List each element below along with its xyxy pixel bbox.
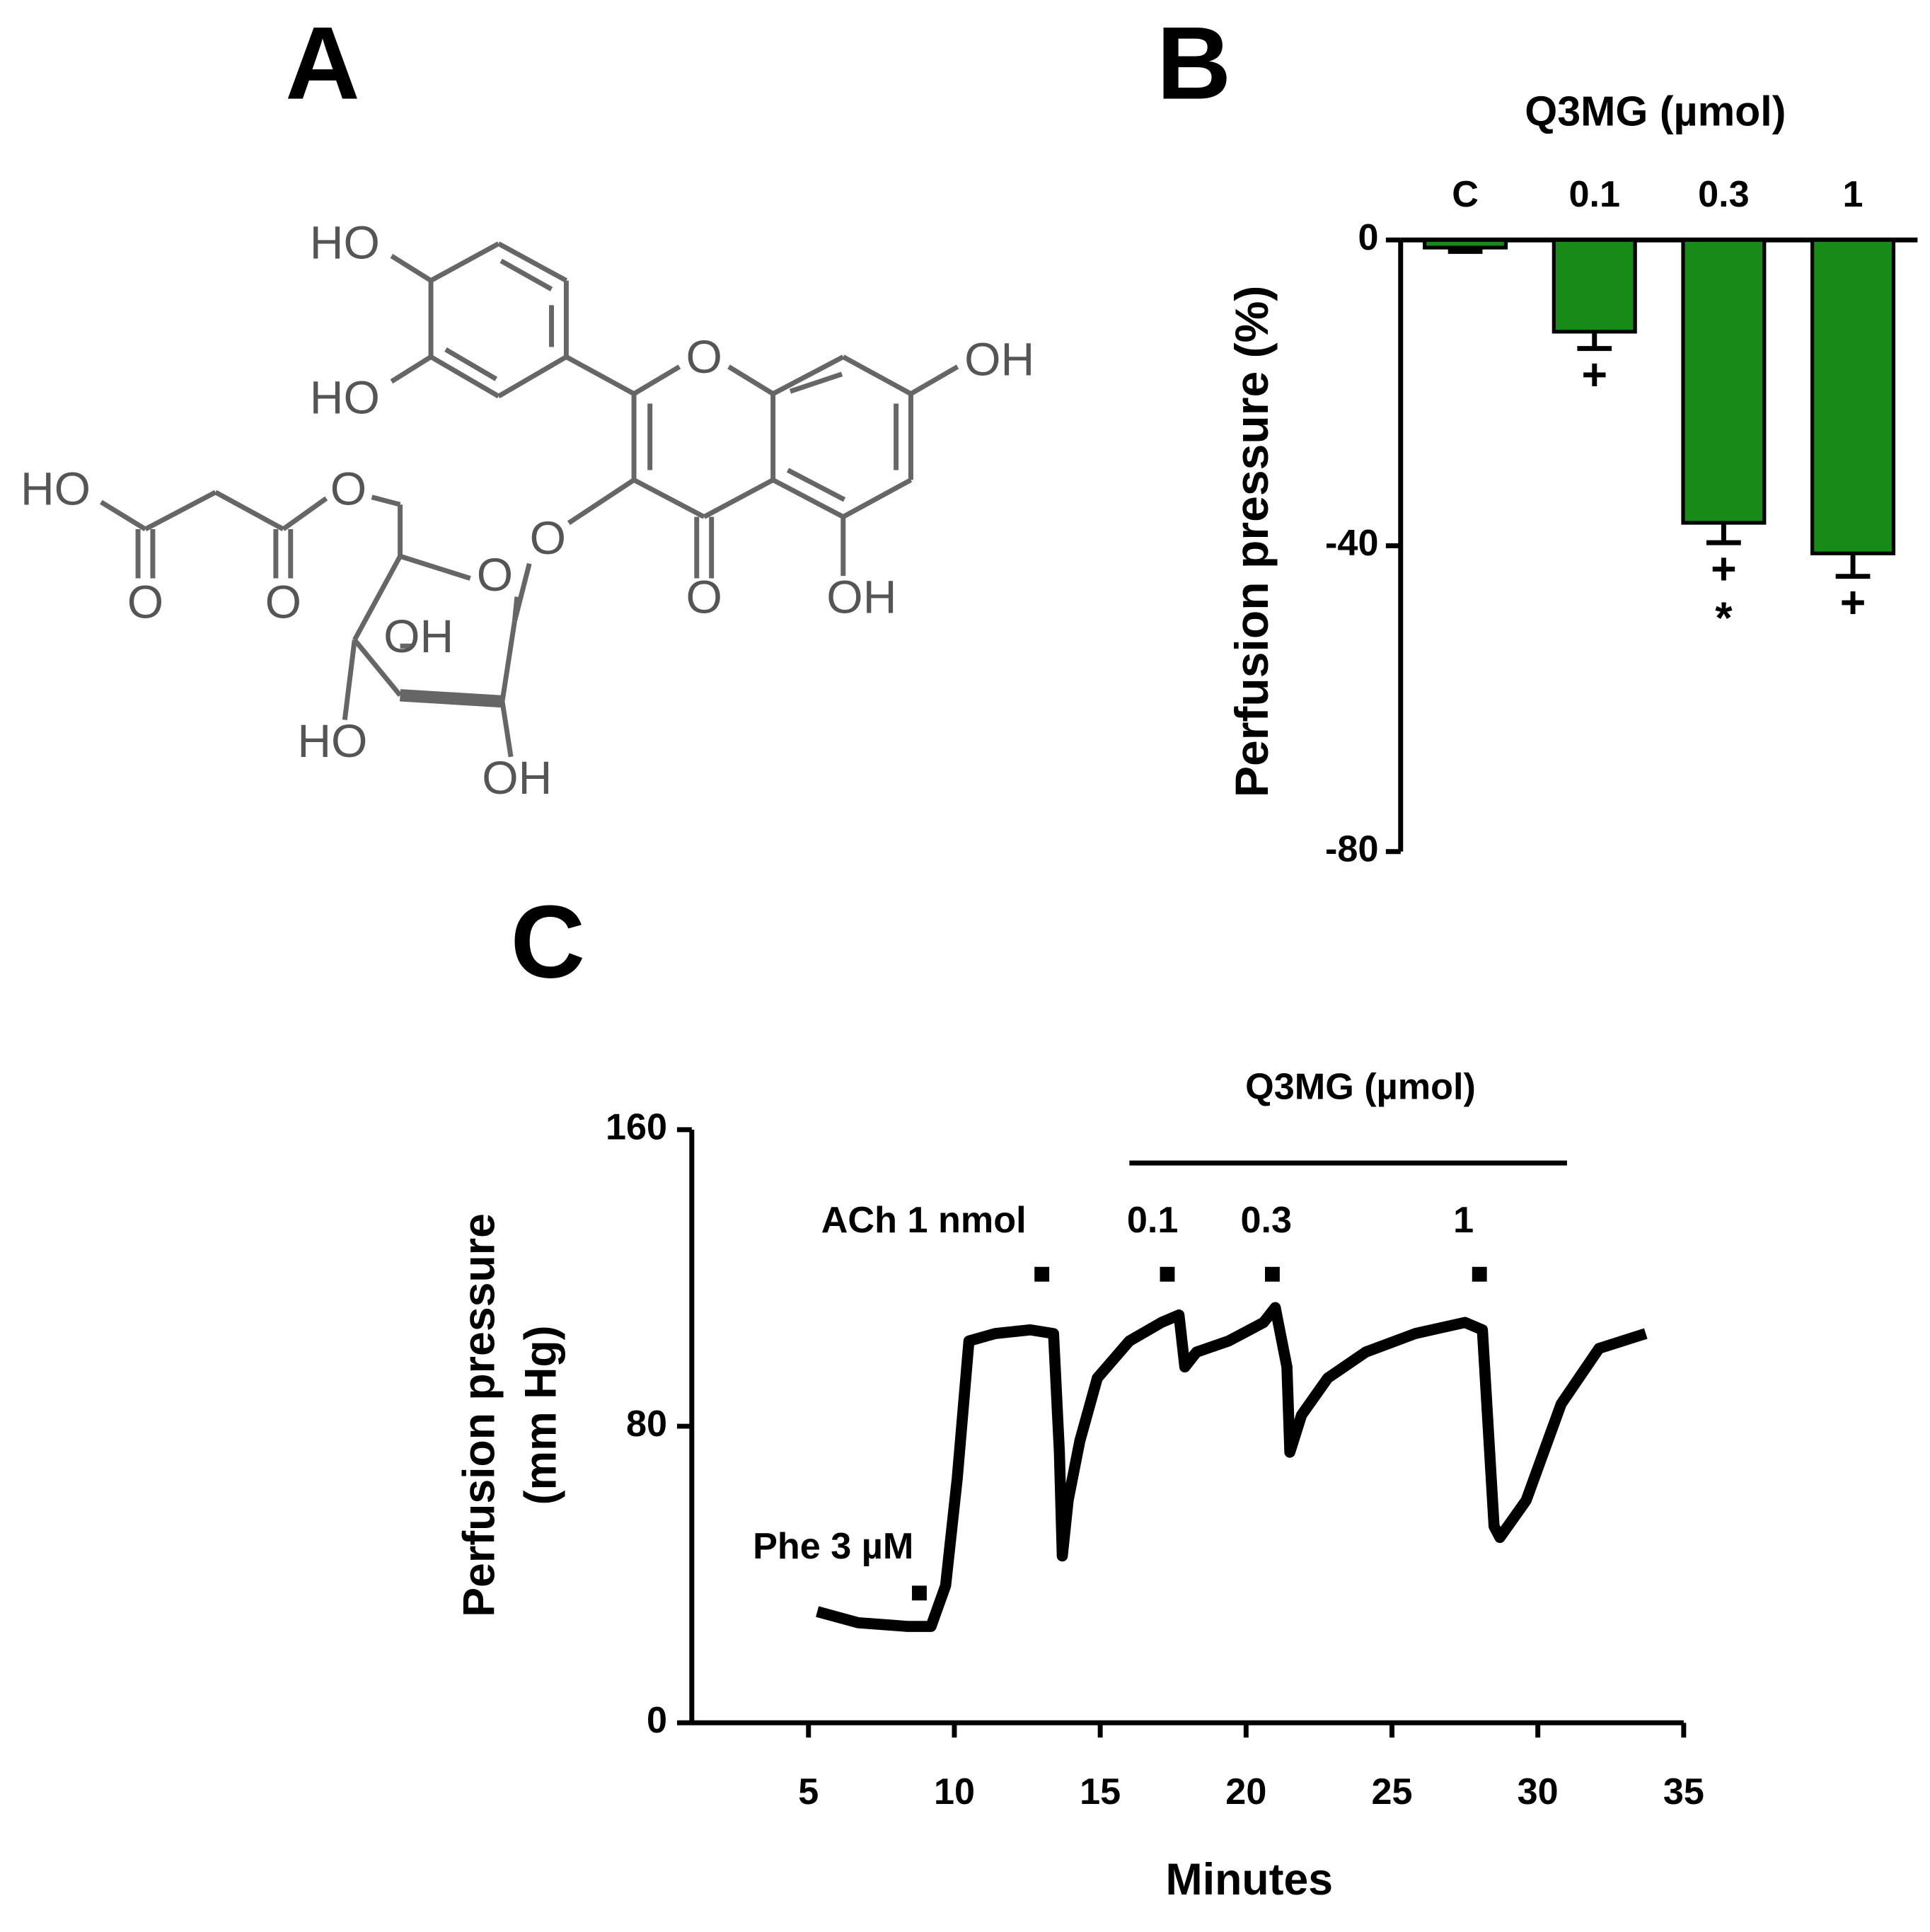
x-tick-label: 30 <box>1518 1771 1559 1812</box>
atom-label: O <box>686 571 722 623</box>
y-tick-label: -80 <box>1325 829 1378 870</box>
x-tick-label: 10 <box>934 1771 975 1812</box>
atom-label: HO <box>21 463 91 515</box>
injection-marker <box>1264 1266 1280 1282</box>
trace-line <box>816 1302 1648 1632</box>
panel-label: B <box>1157 5 1232 120</box>
y-tick-label: 0 <box>647 1700 667 1741</box>
bar <box>1810 238 1896 555</box>
atom-label: OH <box>482 752 552 804</box>
atom-label: O <box>477 549 513 601</box>
atom-label: O <box>686 331 722 383</box>
x-tick-label: 20 <box>1225 1771 1266 1812</box>
panel-label: A <box>285 5 360 120</box>
injection-marker <box>1034 1266 1050 1282</box>
atom-label: O <box>330 463 366 515</box>
x-tick-label: C <box>1452 174 1479 215</box>
injection-marker <box>912 1585 927 1601</box>
x-tick-label: 0.1 <box>1568 174 1620 215</box>
atom-label: HO <box>297 715 367 768</box>
injection-marker <box>1160 1266 1175 1282</box>
atom-label: OH <box>826 571 896 623</box>
significance-mark: + <box>1840 578 1866 627</box>
panel-label: C <box>511 884 586 999</box>
x-tick-label: 0.3 <box>1698 174 1750 215</box>
significance-mark: * <box>1715 594 1733 643</box>
chart-title: Q3MG (µmol) <box>1525 87 1786 134</box>
annotation: 0.1 <box>1127 1200 1179 1241</box>
y-tick-label: 0 <box>1358 217 1378 258</box>
y-tick-label: 80 <box>626 1404 667 1445</box>
atom-label: OH <box>383 611 453 663</box>
significance-mark: + <box>1581 350 1607 400</box>
y-axis-label: Perfusion pressure <box>455 1213 504 1617</box>
atom-label: OH <box>964 334 1034 386</box>
chemical-structure <box>100 241 959 758</box>
x-tick-label: 35 <box>1663 1771 1704 1812</box>
annotation: 0.3 <box>1240 1200 1292 1241</box>
y-tick-label: 160 <box>606 1107 667 1148</box>
bar <box>1423 238 1508 250</box>
x-tick-label: 15 <box>1080 1771 1121 1812</box>
bar <box>1551 238 1637 334</box>
significance-mark: + <box>1711 544 1737 594</box>
atom-label: O <box>265 576 301 628</box>
bar <box>1681 238 1767 525</box>
annotation: 1 <box>1453 1200 1474 1241</box>
x-tick-label: 5 <box>798 1771 819 1812</box>
atom-label: HO <box>310 372 380 424</box>
annotation: ACh 1 nmol <box>821 1200 1027 1241</box>
x-axis-label: Minutes <box>1166 1855 1334 1904</box>
annotation: Phe 3 µM <box>753 1526 913 1567</box>
atom-label: O <box>530 512 566 565</box>
y-axis-label: Perfusion pressure (%) <box>1226 286 1278 798</box>
atom-label: O <box>127 576 163 628</box>
y-axis-label: (mm Hg) <box>516 1325 566 1505</box>
bracket-label: Q3MG (µmol) <box>1245 1066 1476 1107</box>
injection-marker <box>1472 1266 1487 1282</box>
atom-label: HO <box>310 216 380 269</box>
x-tick-label: 1 <box>1843 174 1863 215</box>
y-tick-label: -40 <box>1325 523 1378 564</box>
x-tick-label: 25 <box>1371 1771 1412 1812</box>
